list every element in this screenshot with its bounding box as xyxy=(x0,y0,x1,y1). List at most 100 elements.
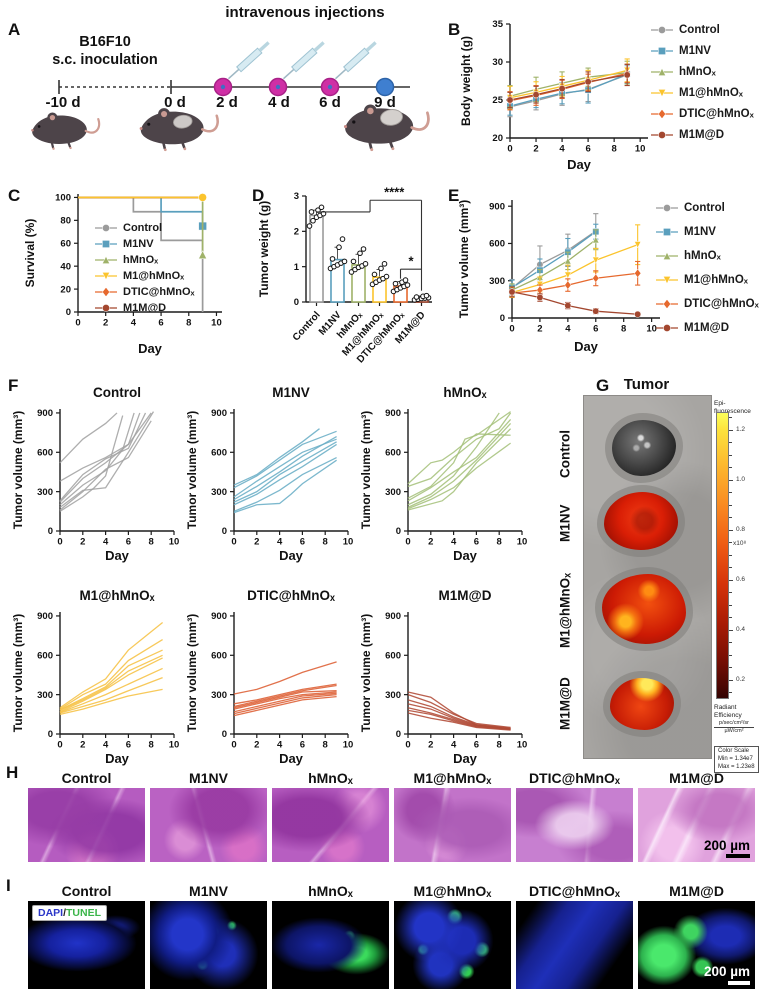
svg-text:30: 30 xyxy=(492,57,503,68)
svg-text:4: 4 xyxy=(565,324,571,335)
he-image-dtic xyxy=(516,788,633,862)
svg-text:600: 600 xyxy=(385,447,401,458)
colorbar-tick-label: 0.6 xyxy=(736,575,746,583)
panelG-row-label-m1md: M1M@D xyxy=(557,677,573,731)
scalebar-h: 200 µm xyxy=(704,838,750,858)
svg-text:M1@hMnOₓ: M1@hMnOₓ xyxy=(79,588,154,603)
svg-text:0: 0 xyxy=(405,740,410,751)
panelI-label-dtic: DTIC@hMnOₓ xyxy=(528,883,621,899)
svg-text:300: 300 xyxy=(211,690,227,701)
panel-letter-h: H xyxy=(6,763,19,782)
syringe-icon xyxy=(282,41,325,80)
svg-text:0: 0 xyxy=(500,313,505,324)
svg-text:Day: Day xyxy=(453,751,478,766)
svg-text:0: 0 xyxy=(66,307,71,318)
svg-text:900: 900 xyxy=(37,611,53,622)
legend-item: M1NV xyxy=(655,226,759,238)
svg-text:Tumor weight (g): Tumor weight (g) xyxy=(257,201,271,297)
svg-text:900: 900 xyxy=(489,201,505,212)
colorbar-tick-label: 1.0 xyxy=(736,475,746,483)
svg-text:M1NV: M1NV xyxy=(272,385,310,400)
svg-text:0: 0 xyxy=(48,729,53,740)
panelI-label-m1nv: M1NV xyxy=(189,883,228,899)
mouse-day0 xyxy=(138,106,219,153)
mice-graphic xyxy=(30,103,430,153)
tunel-image-hmnox xyxy=(272,901,389,989)
panelH-label-m1nv: M1NV xyxy=(189,770,228,786)
svg-text:Day: Day xyxy=(279,751,304,766)
svg-text:0: 0 xyxy=(294,297,299,308)
legend-item: Control xyxy=(650,24,754,36)
panelH-label-hmnox: hMnOₓ xyxy=(308,770,353,786)
panelG-row-label-m1hmnox: M1@hMnOₓ xyxy=(557,572,573,648)
svg-text:Day: Day xyxy=(574,339,599,354)
svg-text:600: 600 xyxy=(385,650,401,661)
legend-item: Control xyxy=(655,202,759,214)
he-image-m1nv xyxy=(150,788,267,862)
timepoint-4d: 4 d xyxy=(268,94,290,111)
svg-text:Body weight (g): Body weight (g) xyxy=(459,36,473,126)
legend-item: M1NV xyxy=(94,238,195,250)
dapi-tunel-legend: DAPI/TUNEL xyxy=(32,905,108,921)
he-image-m1hmnox xyxy=(394,788,511,862)
svg-text:0: 0 xyxy=(396,526,401,537)
svg-text:0: 0 xyxy=(405,537,410,548)
svg-text:8: 8 xyxy=(186,318,191,329)
svg-text:DTIC@hMnOₓ: DTIC@hMnOₓ xyxy=(247,588,335,603)
svg-text:0: 0 xyxy=(231,537,236,548)
chart-survival: 0 20 40 60 80 100 0 2 4 6 8 10 Day Survival (%) xyxy=(22,186,234,356)
svg-text:25: 25 xyxy=(492,95,503,106)
panelA-inoculation-line1: B16F10 xyxy=(79,34,131,50)
svg-text:8: 8 xyxy=(612,144,617,155)
svg-text:900: 900 xyxy=(385,408,401,419)
panelG-title: Tumor xyxy=(623,376,670,393)
tumor-image-m1md xyxy=(610,678,674,730)
svg-text:Tumor volume (mm³): Tumor volume (mm³) xyxy=(11,411,25,529)
chart-tumor-volume: 0 300 600 900 0 2 4 6 8 10 Day Tumor volume (mm³) xyxy=(456,192,664,354)
svg-text:4: 4 xyxy=(103,537,109,548)
svg-text:0: 0 xyxy=(48,526,53,537)
svg-text:2: 2 xyxy=(103,318,108,329)
scalebar-i: 200 µm xyxy=(704,964,750,985)
svg-text:6: 6 xyxy=(126,537,131,548)
syringe-icon xyxy=(227,41,270,80)
svg-text:0: 0 xyxy=(509,324,514,335)
chart-individual-m1md: 0 300 600 900 0 2 4 6 8 10 Day Tumor volume (mm³) M1… xyxy=(358,586,530,766)
svg-text:900: 900 xyxy=(211,408,227,419)
panelG-row-label-control: Control xyxy=(557,430,573,478)
he-image-m1md: 200 µm xyxy=(638,788,755,862)
svg-text:8: 8 xyxy=(149,537,154,548)
legend-item: DTIC@hMnOₓ xyxy=(655,298,759,310)
svg-text:600: 600 xyxy=(489,239,505,250)
endpoint-dot-9d xyxy=(375,77,395,97)
svg-text:Day: Day xyxy=(453,548,478,563)
mouse-day-minus10 xyxy=(30,111,101,151)
svg-text:300: 300 xyxy=(489,276,505,287)
chart-individual-dtic: 0 300 600 900 0 2 4 6 8 10 Day Tumor volume (mm³) DT… xyxy=(184,586,356,766)
svg-text:2: 2 xyxy=(254,537,259,548)
panelI-label-m1md: M1M@D xyxy=(669,883,724,899)
svg-text:Day: Day xyxy=(105,548,130,563)
svg-text:600: 600 xyxy=(211,650,227,661)
panelG-row-label-m1nv: M1NV xyxy=(557,504,573,542)
svg-text:10: 10 xyxy=(169,740,180,751)
legend-item: M1M@D xyxy=(655,322,759,334)
svg-text:300: 300 xyxy=(37,487,53,498)
svg-text:0: 0 xyxy=(507,144,512,155)
svg-text:0: 0 xyxy=(396,729,401,740)
panelI-label-m1hmnox: M1@hMnOₓ xyxy=(413,883,492,899)
svg-text:3: 3 xyxy=(294,191,299,202)
colorbar-title: Epi-fluorescence xyxy=(714,400,751,416)
svg-text:0: 0 xyxy=(222,729,227,740)
svg-text:6: 6 xyxy=(158,318,163,329)
panelA-timeline-graphic xyxy=(58,41,410,97)
svg-text:4: 4 xyxy=(277,740,283,751)
panelI-images: DAPI/TUNEL 200 µm xyxy=(28,901,755,989)
svg-text:10: 10 xyxy=(646,324,657,335)
timepoint-2d: 2 d xyxy=(216,94,238,111)
svg-text:6: 6 xyxy=(585,144,590,155)
svg-text:2: 2 xyxy=(80,537,85,548)
panelH-labels: Control M1NV hMnOₓ M1@hMnOₓ DTIC@hMnOₓ M… xyxy=(28,770,755,786)
svg-text:300: 300 xyxy=(211,487,227,498)
